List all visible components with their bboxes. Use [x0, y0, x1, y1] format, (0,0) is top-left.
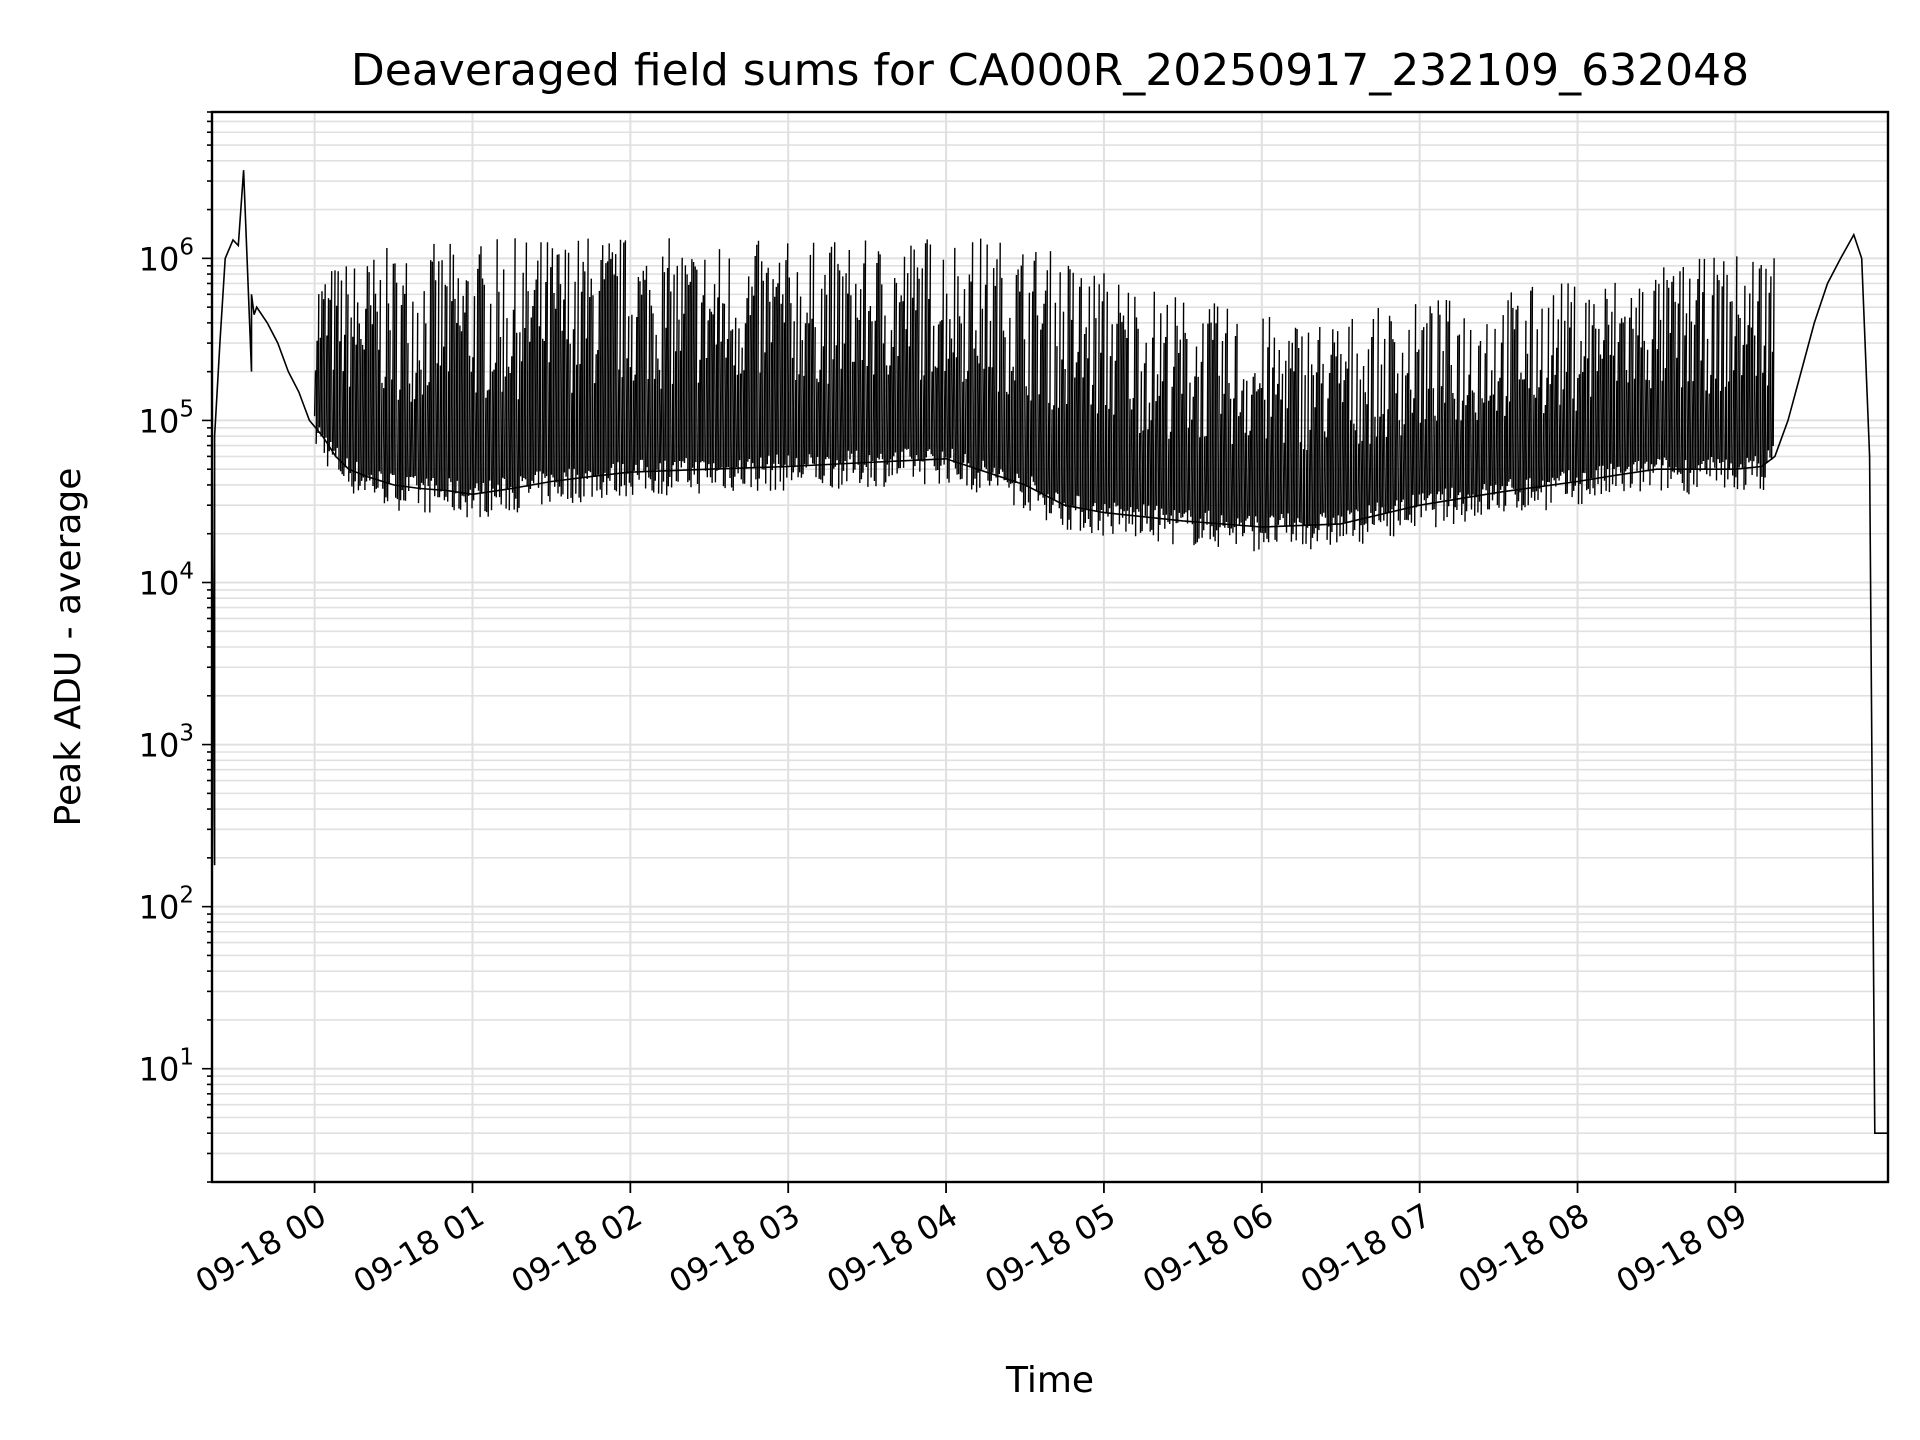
chart-title: Deaveraged field sums for CA000R_2025091… [351, 45, 1749, 96]
y-tick-label: 102 [139, 883, 194, 927]
y-tick-label: 105 [139, 396, 194, 440]
series-spikes [313, 238, 1775, 552]
y-axis-label: Peak ADU - average [48, 468, 89, 827]
y-tick-label: 101 [139, 1045, 194, 1089]
series-line [211, 170, 1888, 1182]
x-axis-label: Time [1005, 1360, 1094, 1401]
y-tick-label: 103 [139, 721, 194, 765]
grid-lines [212, 111, 1888, 1183]
y-tick-label: 104 [139, 559, 194, 603]
data-series [211, 170, 1888, 1182]
y-tick-label: 106 [139, 234, 194, 278]
